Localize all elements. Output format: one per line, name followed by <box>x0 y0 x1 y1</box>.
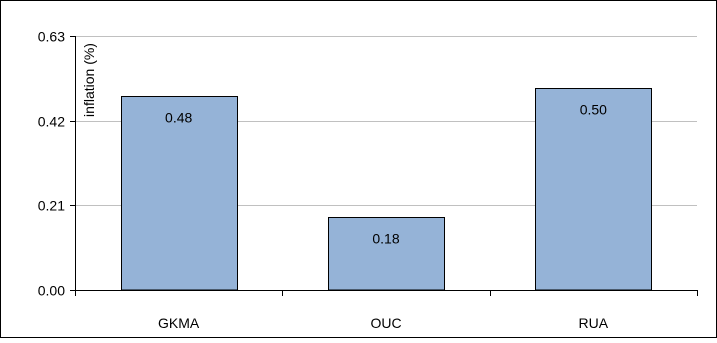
y-tick-label: 0.63 <box>38 29 65 45</box>
data-label: 0.50 <box>580 102 607 118</box>
bar-rua <box>535 88 652 291</box>
x-tick-label: OUC <box>370 315 401 331</box>
y-tick-label: 0.00 <box>38 283 65 299</box>
axes <box>70 36 698 296</box>
data-label: 0.18 <box>372 231 399 247</box>
x-tick-label: RUA <box>579 315 609 331</box>
data-label: 0.48 <box>165 110 192 126</box>
y-tick-label: 0.21 <box>38 198 65 214</box>
y-tick-label: 0.42 <box>38 114 65 130</box>
y-axis-label: inflation (%) <box>81 43 97 117</box>
x-tick-label: GKMA <box>158 315 200 331</box>
labels: 0.48 GKMA 0.18 OUC 0.50 RUA 0.00 0.21 0.42 0.63 <box>38 29 609 332</box>
bars <box>121 88 652 291</box>
bar-ouc <box>328 217 445 291</box>
bar-gkma <box>121 96 238 291</box>
